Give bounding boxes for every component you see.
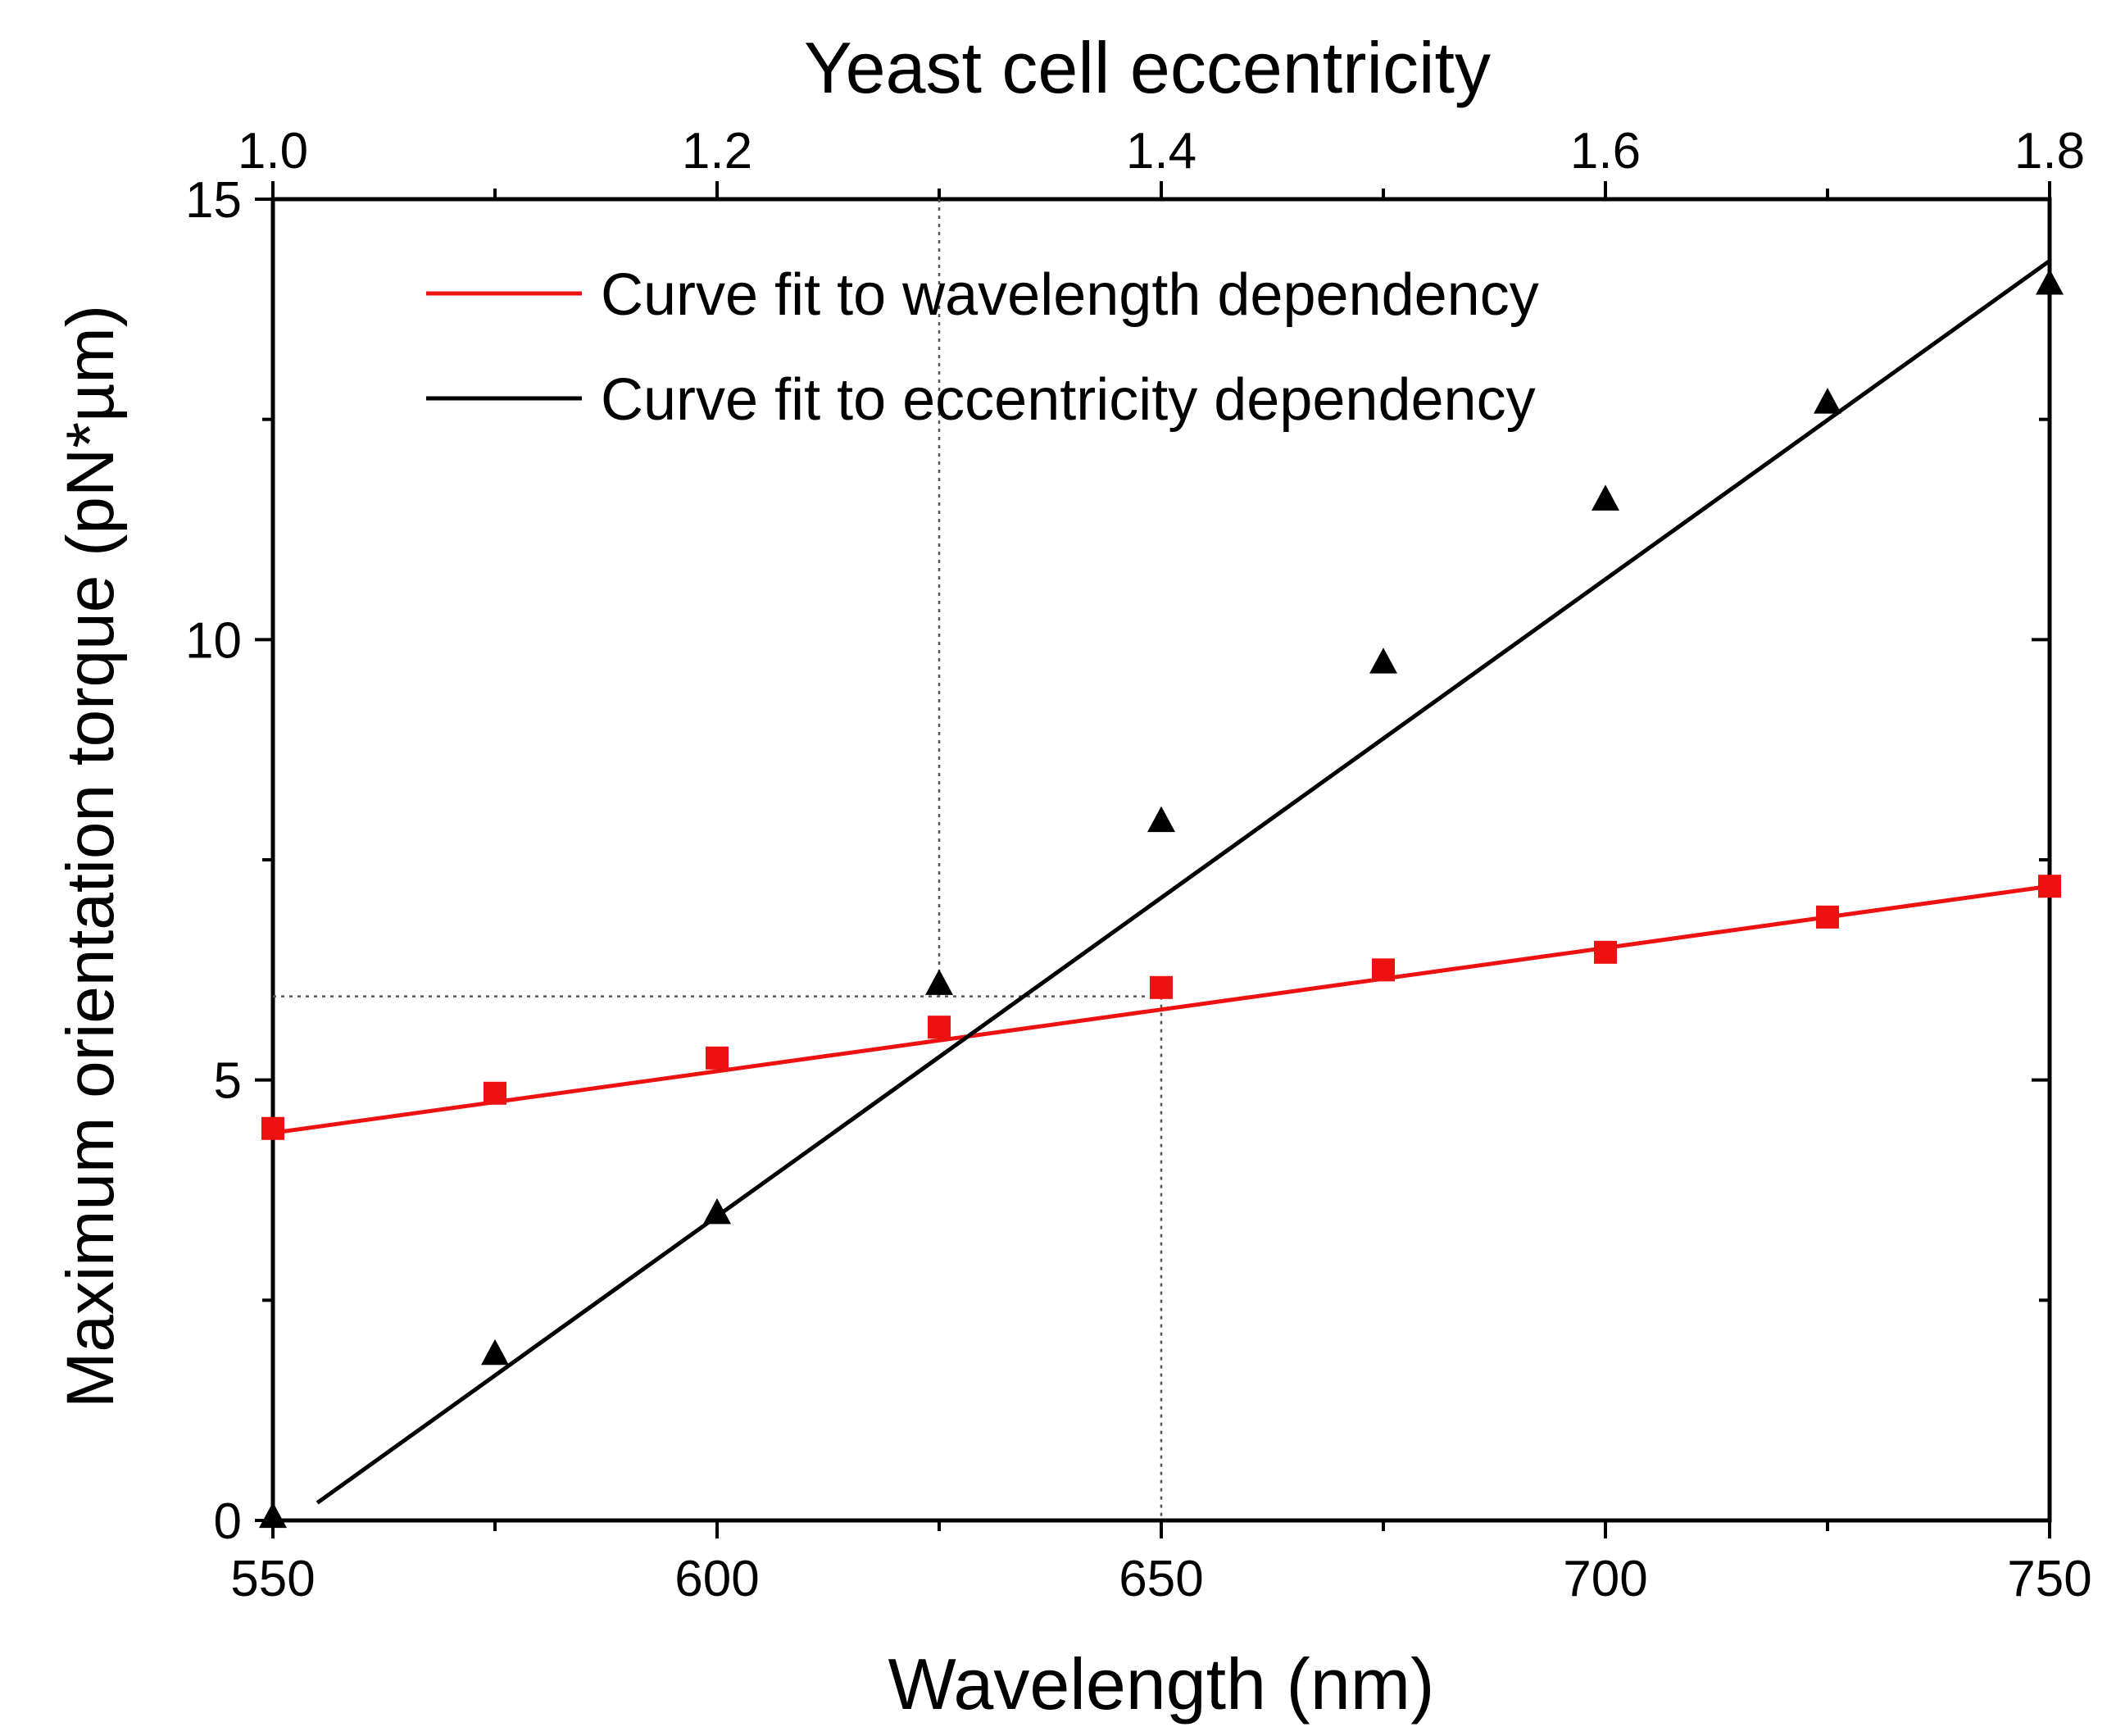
fit-line-wavelength (272, 884, 2050, 1135)
y-axis-title: Maximum orientation torque (pN*µm) (53, 305, 128, 1408)
top-tick-label: 1.6 (1570, 123, 1641, 180)
data-point-triangle (1369, 648, 1397, 674)
data-point-square (706, 1046, 729, 1070)
data-point-triangle (2036, 269, 2064, 295)
data-point-square (484, 1081, 506, 1105)
y-tick-label: 0 (214, 1493, 242, 1550)
fit-line-eccentricity (316, 259, 2051, 1505)
data-point-square (1594, 940, 1617, 964)
data-point-triangle (703, 1197, 731, 1225)
data-point-square (1372, 958, 1395, 982)
y-tick-label: 5 (214, 1053, 242, 1110)
data-point-triangle (481, 1338, 509, 1366)
data-point-triangle (259, 1502, 287, 1529)
x-tick-label: 550 (230, 1551, 315, 1607)
top-tick-label: 1.0 (238, 123, 308, 180)
ticks (255, 181, 2051, 1538)
legend-label-eccentricity: Curve fit to eccentricity dependency (601, 367, 1536, 433)
top-tick-label: 1.4 (1126, 123, 1196, 180)
top-tick-label: 1.2 (682, 123, 752, 180)
x-tick-label: 600 (674, 1551, 759, 1607)
y-tick-label: 15 (185, 172, 242, 229)
y-tick-label: 10 (185, 612, 242, 669)
tick-labels: 550 600 650 700 750 1.0 1.2 1.4 1.6 1.8 0 5 10 15 (185, 123, 2092, 1607)
data-point-triangle (1147, 806, 1175, 833)
fit-lines (272, 259, 2051, 1505)
top-tick-label: 1.8 (2014, 123, 2085, 180)
x-axis-title: Wavelength (nm) (888, 1643, 1435, 1725)
data-point-triangle (925, 969, 953, 995)
data-point-square (2038, 875, 2061, 898)
x-tick-label: 700 (1563, 1551, 1647, 1607)
top-axis-title: Yeast cell eccentricity (804, 27, 1491, 108)
reference-lines (273, 199, 1163, 1520)
markers (259, 269, 2064, 1529)
legend: Curve fit to wavelength dependency Curve … (426, 262, 1539, 433)
data-point-square (1150, 975, 1173, 999)
data-point-square (261, 1116, 284, 1140)
data-point-triangle (1814, 388, 1841, 414)
legend-label-wavelength: Curve fit to wavelength dependency (601, 262, 1539, 328)
x-tick-label: 750 (2007, 1551, 2091, 1607)
data-point-square (1816, 905, 1839, 929)
data-point-triangle (1592, 484, 1619, 511)
x-tick-label: 650 (1119, 1551, 1203, 1607)
data-point-square (928, 1016, 951, 1039)
